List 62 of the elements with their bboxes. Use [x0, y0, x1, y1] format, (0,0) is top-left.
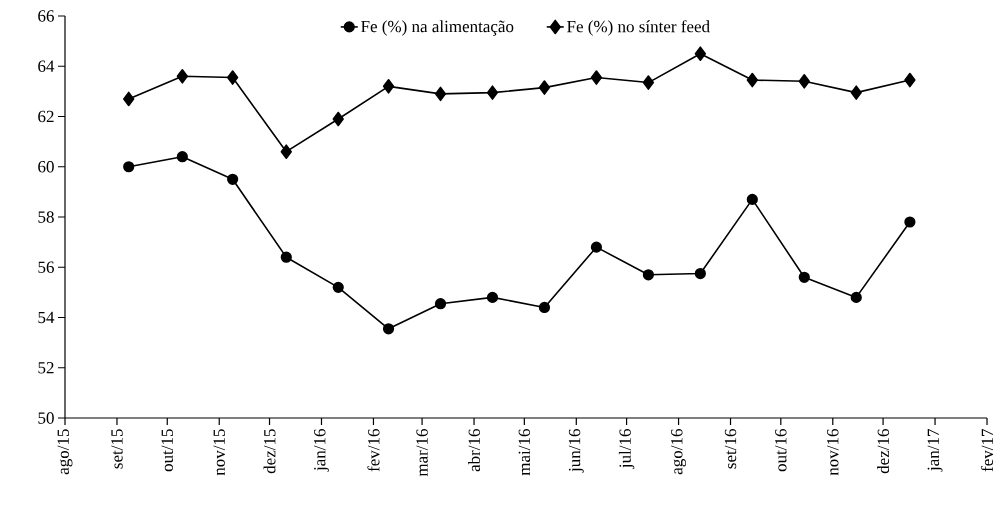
point: [590, 70, 603, 85]
point: [694, 267, 706, 280]
point: [382, 323, 395, 335]
x-tick-label: jun/16: [568, 429, 584, 473]
y-tick-label: 62: [38, 110, 54, 123]
point: [746, 72, 758, 88]
point: [798, 271, 810, 283]
x-tick-label: out/15: [161, 429, 173, 472]
x-tick-label: mai/16: [518, 429, 531, 476]
point: [642, 75, 655, 90]
y-tick-label: 50: [38, 412, 54, 424]
y-tick-label: 54: [38, 311, 55, 324]
x-tick-label: jul/16: [618, 429, 635, 469]
y-tick-label: 56: [38, 261, 54, 273]
point: [850, 85, 862, 100]
legend-label: Fe (%) na alimentação: [361, 20, 514, 36]
x-tick-label: fev/17: [980, 429, 994, 472]
point: [486, 85, 499, 100]
x-tick-label: fev/16: [367, 429, 380, 472]
legend-label: Fe (%) no sínter feed: [567, 20, 710, 36]
x-tick-label: set/15: [111, 429, 123, 469]
x-tick-label: dez/15: [263, 429, 276, 474]
point: [280, 251, 292, 263]
y-tick-label: 60: [38, 161, 54, 173]
y-tick-label: 64: [38, 60, 55, 72]
point: [176, 69, 189, 84]
y-tick-label: 66: [38, 10, 54, 22]
point: [798, 74, 810, 89]
point: [434, 298, 447, 310]
point: [226, 70, 239, 85]
x-tick-label: nov/15: [213, 429, 225, 476]
point: [538, 80, 551, 95]
y-tick-label: 52: [38, 362, 54, 374]
point: [280, 144, 292, 159]
point: [486, 291, 499, 303]
point: [434, 86, 447, 102]
point: [694, 46, 707, 61]
x-tick-label: dez/16: [877, 429, 890, 474]
point: [382, 79, 395, 94]
point: [123, 91, 135, 107]
point: [904, 216, 916, 228]
point: [746, 193, 758, 206]
x-tick-label: jan/17: [927, 429, 943, 472]
x-tick-label: jan/16: [314, 429, 329, 472]
x-tick-label: nov/16: [827, 429, 839, 476]
point: [176, 151, 188, 163]
x-tick-label: mar/16: [416, 429, 428, 477]
y-tick-label: 58: [38, 211, 54, 223]
x-tick-label: out/16: [775, 429, 787, 472]
point: [332, 111, 344, 127]
x-tick-label: abr/16: [468, 429, 481, 472]
point: [332, 281, 344, 293]
x-tick-label: ago/15: [57, 429, 73, 475]
x-tick-label: set/16: [724, 429, 737, 469]
point: [538, 301, 551, 314]
point: [590, 241, 603, 253]
x-tick-label: ago/16: [671, 429, 687, 475]
point: [850, 291, 862, 303]
point: [123, 161, 135, 173]
point: [642, 269, 654, 281]
point: [227, 173, 239, 185]
point: [904, 72, 916, 88]
